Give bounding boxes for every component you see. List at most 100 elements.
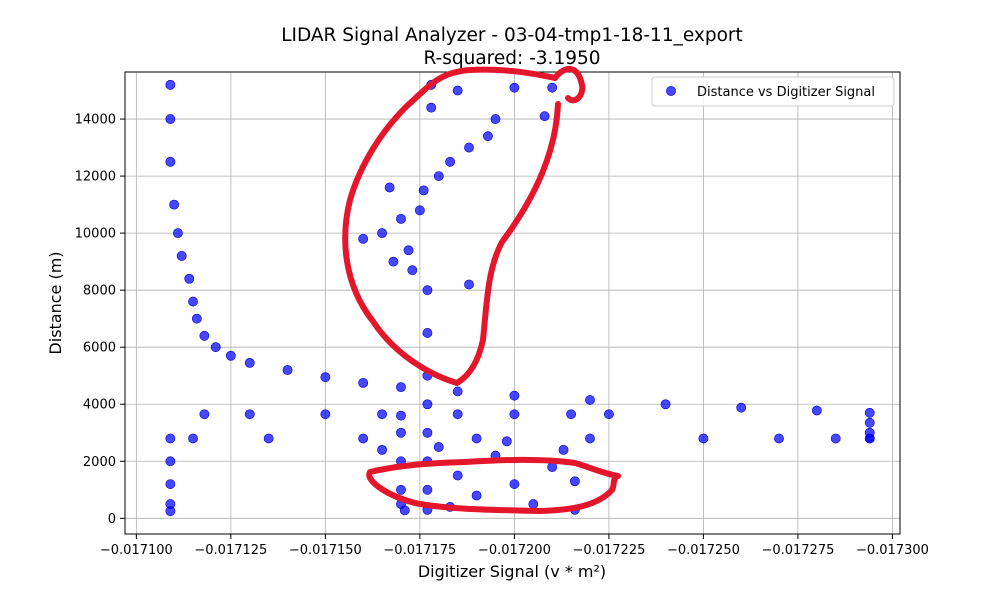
data-point	[422, 484, 433, 495]
data-point	[165, 456, 176, 467]
data-point	[396, 213, 406, 224]
data-point	[490, 114, 501, 124]
data-point	[377, 228, 387, 239]
data-point	[188, 433, 198, 444]
chart-subtitle: R-squared: -3.1950	[423, 48, 600, 69]
data-point	[547, 82, 558, 93]
data-point	[225, 350, 236, 361]
data-point	[698, 433, 709, 444]
y-tick-label: 14000	[75, 113, 116, 128]
x-tick-label: −0.017150	[289, 543, 362, 558]
data-point	[452, 386, 463, 397]
data-point	[422, 328, 433, 338]
data-point	[358, 233, 369, 244]
data-point	[604, 409, 614, 420]
data-point	[585, 433, 595, 444]
data-point	[184, 273, 195, 284]
x-axis-label: Digitizer Signal (v * m²)	[418, 562, 606, 581]
y-tick-label: 2000	[83, 455, 116, 470]
data-point	[509, 479, 520, 489]
data-point	[165, 479, 176, 489]
data-point	[377, 444, 387, 455]
data-point	[445, 156, 456, 167]
data-point	[774, 433, 784, 444]
data-point	[176, 251, 187, 261]
data-point	[199, 330, 210, 341]
data-point	[558, 444, 569, 455]
data-point	[864, 433, 875, 444]
data-point	[433, 442, 444, 452]
data-point	[407, 265, 418, 276]
data-point	[422, 399, 433, 410]
data-point	[282, 365, 293, 375]
data-point	[569, 476, 580, 487]
data-point	[173, 228, 183, 239]
data-point	[384, 182, 395, 193]
data-point	[388, 256, 399, 267]
data-point	[403, 245, 414, 256]
data-point	[210, 342, 221, 353]
data-point	[509, 390, 520, 401]
x-tick-label: −0.017125	[194, 543, 267, 558]
data-point	[165, 506, 176, 517]
data-point	[471, 433, 482, 444]
series-layer	[165, 79, 875, 517]
data-point	[864, 407, 875, 418]
data-point	[377, 409, 387, 420]
data-point	[244, 357, 255, 368]
legend: Distance vs Digitizer Signal	[651, 76, 895, 107]
data-point	[414, 205, 425, 216]
handdrawn-annotations	[342, 66, 621, 514]
data-point	[320, 372, 331, 383]
data-point	[464, 279, 474, 290]
data-point	[191, 313, 202, 324]
data-point	[464, 142, 474, 153]
data-point	[169, 199, 180, 210]
data-point	[263, 433, 274, 444]
data-point	[244, 409, 255, 420]
data-point	[736, 402, 747, 413]
data-point	[422, 285, 433, 296]
data-point	[358, 433, 369, 444]
data-point	[396, 410, 406, 421]
data-point	[422, 427, 433, 438]
data-point	[509, 409, 520, 420]
data-point	[399, 505, 410, 516]
y-tick-label: 8000	[83, 284, 116, 299]
data-point	[188, 296, 198, 307]
data-point	[509, 82, 520, 93]
data-point	[660, 399, 671, 410]
data-point	[433, 171, 444, 181]
data-point	[452, 409, 463, 420]
data-point	[452, 470, 463, 481]
data-point	[830, 433, 841, 444]
y-tick-label: 4000	[83, 398, 116, 413]
y-axis-label: Distance (m)	[46, 251, 65, 354]
data-point	[358, 377, 369, 388]
data-point	[811, 405, 822, 416]
data-point	[396, 427, 406, 438]
series-points	[165, 79, 875, 517]
data-point	[539, 111, 550, 122]
legend-box	[651, 76, 895, 107]
axis-ticks: −0.017100 −0.017125 −0.017150 −0.017175 −0.0…	[75, 113, 929, 558]
data-point	[566, 409, 576, 420]
x-tick-label: −0.017300	[856, 543, 929, 558]
legend-label: Distance vs Digitizer Signal	[697, 85, 875, 100]
x-tick-label: −0.017100	[100, 543, 173, 558]
data-point	[396, 484, 406, 495]
data-point	[165, 433, 176, 444]
y-tick-label: 10000	[75, 227, 116, 242]
legend-marker-icon	[666, 86, 676, 96]
data-point	[396, 382, 406, 393]
x-tick-label: −0.017200	[478, 543, 551, 558]
y-tick-label: 6000	[83, 341, 116, 356]
x-tick-label: −0.017275	[761, 543, 834, 558]
data-point	[165, 79, 176, 90]
data-point	[165, 114, 176, 124]
data-point	[199, 409, 210, 420]
data-point	[585, 395, 595, 405]
data-point	[471, 490, 482, 501]
data-point	[320, 409, 331, 420]
